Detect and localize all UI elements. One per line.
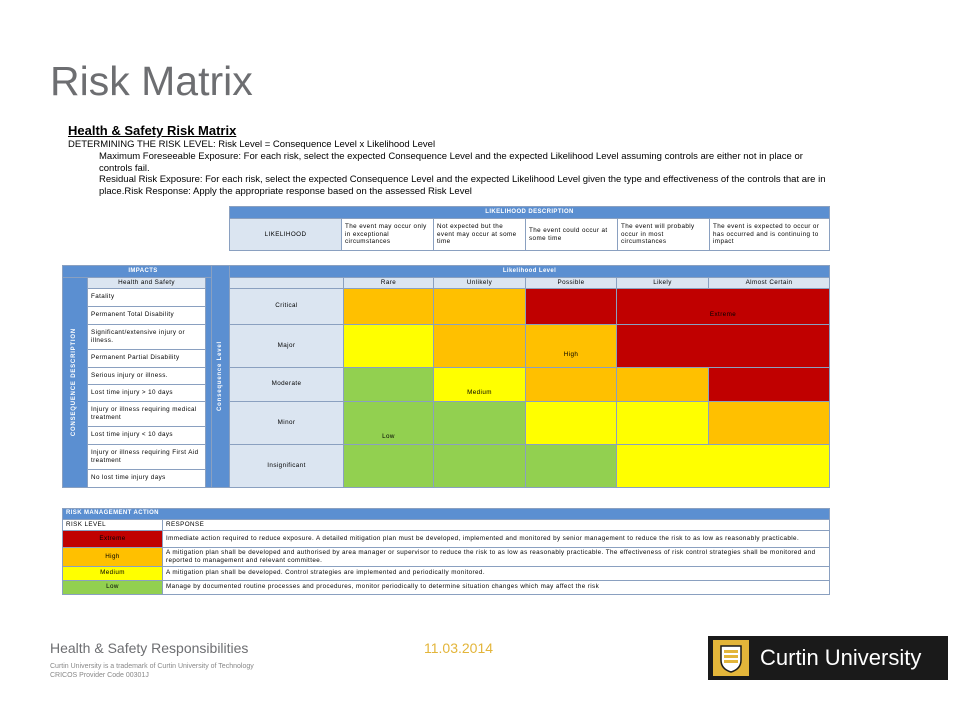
impacts-subheader: Health and Safety [87, 277, 206, 289]
risk-cell-extreme-label: Extreme [615, 287, 831, 325]
likelihood-description-table: LIKELIHOOD DESCRIPTION LIKELIHOOD The ev… [228, 206, 831, 251]
risk-cell-low-label: Low [343, 400, 434, 445]
row-moderate: Moderate [229, 366, 344, 402]
risk-cell [433, 287, 526, 325]
action-response: A mitigation plan shall be developed and… [161, 547, 831, 567]
impact-item: Permanent Partial Disability [87, 348, 206, 368]
slide-title: Risk Matrix [50, 58, 253, 104]
footer-cricos: CRICOS Provider Code 00301J [50, 672, 149, 679]
residual-exposure-text: Residual Risk Exposure: For each risk, s… [99, 174, 826, 197]
action-response: Manage by documented routine processes a… [161, 579, 831, 595]
row-insignificant: Insignificant [229, 443, 344, 488]
risk-cell [707, 366, 831, 402]
impact-item: Injury or illness requiring First Aid tr… [87, 443, 206, 470]
risk-cell [525, 400, 617, 445]
column-likely: Likely [616, 277, 709, 289]
likelihood-desc-cell: The event is expected to occur or has oc… [708, 218, 831, 251]
likelihood-desc-cell: The event will probably occur in most ci… [617, 218, 710, 251]
risk-cell [525, 287, 617, 325]
likelihood-desc-cell: The event may occur only in exceptional … [341, 218, 434, 251]
likelihood-description-header: LIKELIHOOD DESCRIPTION [228, 206, 831, 219]
risk-cell [616, 400, 709, 445]
risk-cell [707, 400, 831, 445]
impact-item: Lost time injury > 10 days [87, 383, 206, 402]
action-level-extreme: Extreme [62, 530, 163, 548]
max-exposure-text: Maximum Foreseeable Exposure: For each r… [99, 151, 803, 174]
impacts-table: IMPACTS CONSEQUENCE DESCRIPTION Health a… [61, 265, 225, 488]
row-critical: Critical [229, 287, 344, 325]
risk-action-header: RISK MANAGEMENT ACTION [61, 508, 831, 520]
action-response: A mitigation plan shall be developed. Co… [161, 565, 831, 581]
consequence-level-label: Consequence Level [216, 341, 223, 412]
row-major: Major [229, 323, 344, 368]
column-unlikely: Unlikely [433, 277, 526, 289]
impact-item: No lost time injury days [87, 468, 206, 488]
footer-title: Health & Safety Responsibilities [50, 640, 249, 656]
risk-level-grid: Consequence Level Likelihood Level Rare … [211, 265, 831, 488]
risk-cell [433, 443, 526, 488]
matrix-title: Health & Safety Risk Matrix [68, 123, 237, 138]
action-level-low: Low [62, 579, 163, 595]
risk-cell [343, 287, 434, 325]
impact-item: Permanent Total Disability [87, 305, 206, 325]
curtin-logo-text: Curtin University [760, 645, 922, 670]
risk-cell [525, 366, 617, 402]
risk-cell [615, 323, 831, 368]
likelihood-desc-cell: Not expected but the event may occur at … [433, 218, 526, 251]
column-almost-certain: Almost Certain [707, 277, 831, 289]
curtin-logo: Curtin University [708, 636, 948, 680]
row-minor: Minor [229, 400, 344, 445]
action-level-medium: Medium [62, 565, 163, 581]
consequence-description-label: CONSEQUENCE DESCRIPTION [71, 328, 78, 437]
column-rare: Rare [343, 277, 434, 289]
likelihood-level-header: Likelihood Level [228, 265, 831, 278]
impact-item: Serious injury or illness. [87, 366, 206, 385]
action-level-high: High [62, 547, 163, 567]
impact-item: Lost time injury < 10 days [87, 425, 206, 445]
footer-trademark: Curtin University is a trademark of Curt… [50, 663, 254, 670]
impacts-header: IMPACTS [61, 265, 225, 278]
likelihood-desc-cell: The event could occur at some time [525, 218, 618, 251]
risk-cell [433, 323, 526, 368]
determining-text: DETERMINING THE RISK LEVEL: Risk Level =… [68, 139, 436, 150]
risk-cell [616, 366, 709, 402]
curtin-crest-icon [713, 640, 749, 676]
risk-cell [433, 400, 526, 445]
risk-level-col-header: RISK LEVEL [62, 519, 163, 531]
impact-item: Fatality [87, 287, 206, 307]
risk-cell [343, 366, 434, 402]
risk-cell [615, 443, 831, 488]
response-col-header: RESPONSE [161, 519, 831, 531]
impact-item: Injury or illness requiring medical trea… [87, 400, 206, 427]
likelihood-label: LIKELIHOOD [229, 218, 342, 251]
risk-cell [343, 323, 434, 368]
risk-cell-high-label: High [525, 323, 617, 368]
action-response: Immediate action required to reduce expo… [161, 530, 831, 548]
risk-cell [343, 443, 434, 488]
impact-item: Significant/extensive injury or illness. [87, 323, 206, 350]
footer-date: 11.03.2014 [424, 640, 494, 656]
risk-cell [525, 443, 617, 488]
column-possible: Possible [525, 277, 617, 289]
risk-management-action-table: RISK MANAGEMENT ACTION RISK LEVEL RESPON… [61, 508, 831, 595]
risk-cell-medium-label: Medium [433, 366, 526, 402]
